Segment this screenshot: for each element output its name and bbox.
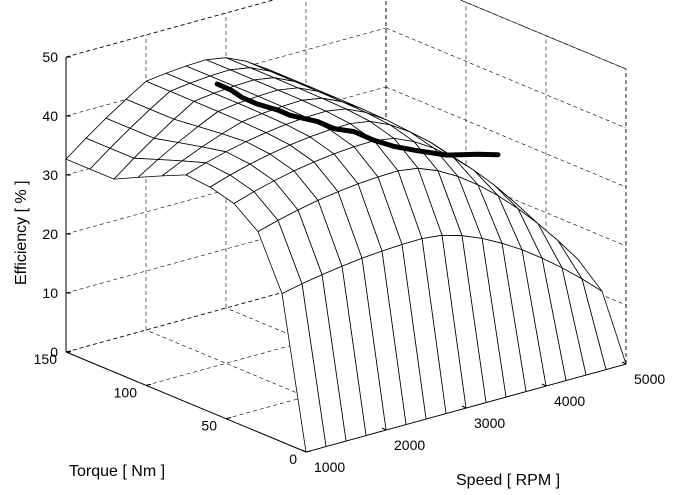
- z-tick-label: 30: [42, 167, 58, 183]
- y-tick-label: 150: [34, 351, 58, 367]
- surface-patch: [281, 283, 327, 453]
- y-axis-title: Torque [ Nm ]: [69, 463, 165, 480]
- x-tick-label: 2000: [394, 437, 425, 453]
- x-tick-mark: [301, 449, 307, 453]
- x-tick-label: 3000: [474, 415, 505, 431]
- z-tick-label: 20: [42, 226, 58, 242]
- series-layer: [214, 81, 501, 158]
- x-tick-mark: [381, 427, 387, 431]
- tick-labels: 0 10 20 30 40 50 1000 2000 3000 4000 5000 0 50 100 150: [34, 49, 666, 475]
- y-tick-mark: [65, 350, 72, 353]
- grid-line: [65, 27, 387, 117]
- z-axis-title: Efficiency [ % ]: [13, 180, 30, 285]
- x-axis-title: Speed [ RPM ]: [456, 472, 560, 489]
- y-tick-label: 0: [289, 451, 297, 467]
- z-tick-label: 10: [42, 285, 58, 301]
- x-tick-mark: [621, 361, 627, 365]
- y-tick-label: 50: [201, 418, 217, 434]
- y-tick-mark: [145, 383, 152, 386]
- y-tick-label: 100: [114, 384, 138, 400]
- grid-line: [385, 27, 627, 129]
- grid-line: [385, 86, 627, 188]
- y-tick-mark: [225, 417, 232, 420]
- grid-line: [65, 351, 307, 453]
- x-tick-label: 5000: [634, 371, 665, 387]
- z-tick-label: 40: [42, 108, 58, 124]
- z-tick-label: 50: [42, 49, 58, 65]
- z-tick-label: 0: [50, 344, 58, 360]
- grid-line: [459, 0, 627, 70]
- y-tick-mark: [305, 450, 312, 453]
- x-tick-label: 1000: [314, 459, 345, 475]
- efficiency-surface: [65, 57, 627, 453]
- x-tick-mark: [461, 405, 467, 409]
- x-tick-mark: [541, 383, 547, 387]
- x-tick-label: 4000: [554, 393, 585, 409]
- operating-curve: [214, 81, 501, 158]
- top-edge: [459, 0, 627, 70]
- grid-lines: [65, 0, 627, 453]
